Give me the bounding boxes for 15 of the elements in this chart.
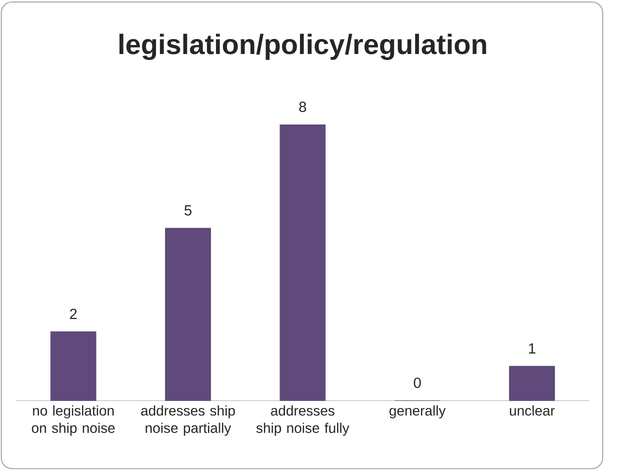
bar (50, 331, 96, 401)
data-label: 8 (299, 102, 306, 112)
x-tick-label: generally (390, 405, 446, 418)
bar (509, 366, 555, 401)
x-tick-label: addresses ship noise fully (256, 405, 350, 436)
chart-title: legislation/policy/regulation (119, 34, 486, 60)
data-label: 2 (70, 308, 77, 319)
data-label: 0 (414, 378, 421, 388)
bar (280, 124, 326, 401)
bar (165, 228, 211, 401)
x-tick-label: unclear (510, 405, 555, 416)
x-tick-label: addresses ship noise partially (141, 405, 235, 436)
x-tick-label: no legislation on ship noise (32, 405, 115, 436)
data-label: 1 (529, 343, 536, 354)
data-label: 5 (184, 205, 192, 216)
